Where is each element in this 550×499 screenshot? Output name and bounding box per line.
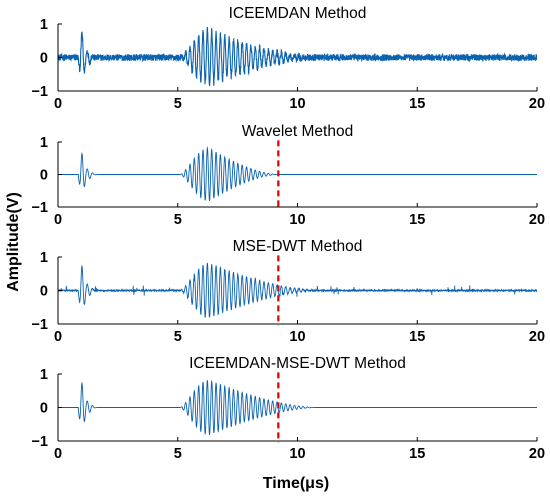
y-tick-label: −1 xyxy=(31,84,48,100)
x-tick-label: 15 xyxy=(409,446,425,462)
x-tick-label: 0 xyxy=(54,212,62,228)
panel-title: ICEEMDAN-MSE-DWT Method xyxy=(189,355,406,372)
chart-panel-4: ICEEMDAN-MSE-DWT Method 0 5 10 15 20 −1 0 1 xyxy=(31,355,545,462)
signal-line xyxy=(58,146,537,202)
x-tick-label: 15 xyxy=(409,96,425,112)
chart-panel-2: Wavelet Method 0 5 10 15 20 −1 0 1 xyxy=(31,123,545,228)
x-tick-label: 20 xyxy=(529,212,545,228)
chart-panel-3: MSE-DWT Method 0 5 10 15 20 −1 0 1 xyxy=(31,238,545,345)
y-tick-label: 1 xyxy=(40,367,48,383)
x-tick-label: 20 xyxy=(529,96,545,112)
x-tick-label: 0 xyxy=(54,96,62,112)
y-tick-label: 1 xyxy=(40,250,48,266)
x-tick-label: 0 xyxy=(54,329,62,345)
signal-line xyxy=(58,262,537,318)
x-tick-label: 10 xyxy=(289,446,305,462)
panel-title: Wavelet Method xyxy=(242,123,353,140)
y-tick-label: 1 xyxy=(40,135,48,151)
x-tick-label: 5 xyxy=(174,212,182,228)
y-tick-label: 0 xyxy=(40,284,48,300)
x-tick-label: 10 xyxy=(289,96,305,112)
y-tick-label: −1 xyxy=(31,434,48,450)
y-tick-label: 0 xyxy=(40,401,48,417)
y-tick-label: −1 xyxy=(31,200,48,216)
x-tick-label: 5 xyxy=(174,446,182,462)
x-axis-label: Time(μs) xyxy=(263,475,329,492)
signal-line xyxy=(58,379,537,435)
panel-title: MSE-DWT Method xyxy=(233,238,363,255)
signal-line xyxy=(58,26,537,87)
panel-title: ICEEMDAN Method xyxy=(229,5,367,22)
x-tick-label: 10 xyxy=(289,329,305,345)
x-tick-label: 5 xyxy=(174,329,182,345)
y-tick-label: −1 xyxy=(31,317,48,333)
x-tick-label: 10 xyxy=(289,212,305,228)
y-tick-label: 0 xyxy=(40,168,48,184)
x-tick-label: 20 xyxy=(529,329,545,345)
chart-panel-1: ICEEMDAN Method 0 5 10 15 20 −1 0 1 xyxy=(31,5,545,112)
x-tick-label: 15 xyxy=(409,329,425,345)
x-tick-label: 0 xyxy=(54,446,62,462)
x-tick-label: 20 xyxy=(529,446,545,462)
y-tick-label: 1 xyxy=(40,17,48,33)
x-tick-label: 15 xyxy=(409,212,425,228)
y-tick-label: 0 xyxy=(40,51,48,67)
x-tick-label: 5 xyxy=(174,96,182,112)
y-axis-label: Amplitude(V) xyxy=(5,192,22,292)
